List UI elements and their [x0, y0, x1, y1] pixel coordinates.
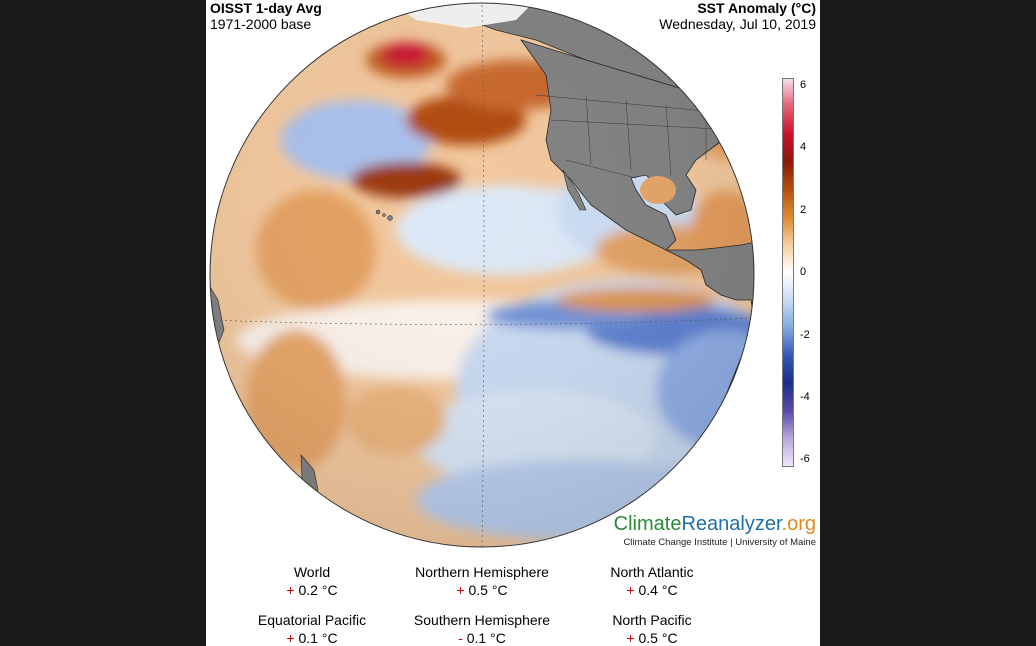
brand-part-org: .org	[781, 513, 816, 535]
sst-globe-map	[209, 2, 755, 548]
stat-label: Equatorial Pacific	[257, 612, 367, 628]
map-panel: OISST 1-day Avg 1971-2000 base SST Anoma…	[206, 0, 820, 646]
tick-label: -2	[800, 329, 810, 341]
stat-value: 0.2 °C	[298, 582, 338, 598]
stat-value: 0.1 °C	[298, 630, 338, 646]
stat-value-row: - 0.1 °C	[392, 629, 572, 646]
stat-value: 0.4 °C	[638, 582, 678, 598]
globe-outline	[209, 2, 755, 548]
stat-value-row: + 0.5 °C	[392, 581, 572, 599]
tick-label: 2	[800, 204, 807, 216]
map-title: OISST 1-day Avg	[210, 0, 322, 16]
globe-shading	[210, 3, 754, 547]
stat-value-row: + 0.5 °C	[562, 629, 742, 646]
stat-value-row: + 0.4 °C	[562, 581, 742, 599]
brand-part-reanalyzer: Reanalyzer	[681, 513, 782, 535]
baseline-label: 1971-2000 base	[210, 16, 312, 32]
stat-sign: +	[626, 582, 635, 598]
stat-label: Southern Hemisphere	[413, 612, 551, 628]
stat-label: World	[293, 564, 331, 580]
stat-sign: +	[286, 582, 295, 598]
brand-part-climate: Climate	[613, 513, 682, 535]
stat-value: 0.5 °C	[468, 582, 508, 598]
stat-north-pacific: North Pacific + 0.5 °C	[562, 611, 742, 646]
title-block-left: OISST 1-day Avg 1971-2000 base	[210, 0, 322, 32]
title-block-right: SST Anomaly (°C) Wednesday, Jul 10, 2019	[659, 0, 816, 32]
stat-sign: +	[626, 630, 635, 646]
stat-value: 0.5 °C	[638, 630, 678, 646]
tick-label: -6	[800, 453, 810, 465]
variable-label: SST Anomaly (°C)	[697, 0, 816, 16]
stat-label: North Pacific	[612, 612, 692, 628]
stat-world: World + 0.2 °C	[222, 563, 402, 599]
stat-northern-hemisphere: Northern Hemisphere + 0.5 °C	[392, 563, 572, 599]
brand-subtitle: Climate Change Institute | University of…	[623, 537, 816, 548]
stat-sign: +	[286, 630, 295, 646]
date-label: Wednesday, Jul 10, 2019	[659, 16, 816, 32]
stat-value-row: + 0.2 °C	[222, 581, 402, 599]
stat-sign: +	[456, 582, 465, 598]
tick-label: 6	[800, 79, 807, 91]
stat-value: 0.1 °C	[466, 630, 506, 646]
stat-label: Northern Hemisphere	[415, 564, 549, 580]
tick-label: -4	[800, 391, 810, 403]
stat-equatorial-pacific: Equatorial Pacific + 0.1 °C	[222, 611, 402, 646]
stat-north-atlantic: North Atlantic + 0.4 °C	[562, 563, 742, 599]
tick-label: 4	[800, 141, 807, 153]
tick-label: 0	[800, 266, 807, 278]
brand-logo[interactable]: ClimateReanalyzer.org	[614, 512, 816, 536]
stat-southern-hemisphere: Southern Hemisphere - 0.1 °C	[392, 611, 572, 646]
stat-label: North Atlantic	[610, 564, 694, 580]
stat-value-row: + 0.1 °C	[222, 629, 402, 646]
stat-sign: -	[458, 630, 463, 646]
color-scale-bar	[782, 78, 794, 467]
